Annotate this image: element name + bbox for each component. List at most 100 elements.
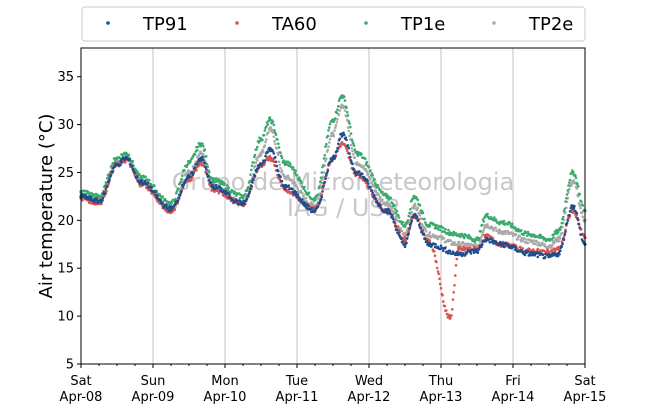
data-point bbox=[460, 244, 463, 247]
data-point bbox=[469, 252, 473, 255]
data-point bbox=[307, 191, 311, 194]
data-point bbox=[367, 165, 371, 169]
data-point bbox=[376, 183, 380, 187]
data-point bbox=[457, 252, 461, 256]
data-point bbox=[324, 159, 327, 163]
data-point bbox=[399, 226, 402, 230]
data-point bbox=[97, 199, 101, 203]
x-tick-day: Tue bbox=[285, 374, 308, 389]
data-point bbox=[564, 200, 567, 203]
data-point bbox=[196, 163, 199, 166]
data-point bbox=[577, 202, 581, 205]
data-point bbox=[100, 202, 103, 206]
data-point bbox=[352, 144, 356, 147]
data-point bbox=[276, 138, 279, 141]
data-point bbox=[326, 134, 330, 138]
x-tick-day: Sat bbox=[70, 374, 91, 389]
data-point bbox=[444, 228, 447, 231]
data-point bbox=[574, 173, 577, 177]
data-point bbox=[384, 204, 387, 207]
data-point bbox=[580, 211, 584, 215]
data-point bbox=[115, 156, 119, 160]
data-point bbox=[205, 172, 209, 176]
data-point bbox=[406, 237, 409, 240]
data-point bbox=[442, 226, 445, 230]
data-point bbox=[319, 180, 322, 183]
data-point bbox=[568, 213, 571, 217]
data-point bbox=[409, 221, 413, 225]
data-point bbox=[369, 185, 372, 189]
data-point bbox=[529, 233, 533, 237]
data-point bbox=[259, 151, 263, 155]
data-point bbox=[520, 229, 523, 232]
legend-marker-TP2e bbox=[492, 21, 496, 25]
data-point bbox=[192, 171, 195, 175]
data-point bbox=[581, 204, 585, 207]
data-point bbox=[576, 182, 579, 186]
data-point bbox=[403, 223, 407, 227]
data-point bbox=[559, 228, 562, 231]
data-point bbox=[562, 209, 566, 213]
data-point bbox=[248, 179, 252, 183]
data-point bbox=[400, 229, 404, 233]
data-point bbox=[347, 129, 351, 133]
data-point bbox=[266, 123, 270, 126]
data-point bbox=[334, 126, 337, 129]
data-point bbox=[362, 164, 366, 168]
data-point bbox=[156, 194, 159, 198]
data-point bbox=[385, 192, 388, 196]
data-point bbox=[293, 181, 297, 185]
data-point bbox=[161, 195, 165, 198]
data-point bbox=[562, 238, 566, 241]
data-point bbox=[580, 200, 583, 203]
data-point bbox=[121, 154, 125, 158]
data-point bbox=[561, 217, 564, 221]
data-point bbox=[412, 204, 416, 208]
data-point bbox=[400, 237, 403, 241]
data-point bbox=[572, 207, 576, 210]
data-point bbox=[391, 217, 395, 221]
data-point bbox=[340, 103, 344, 108]
data-point bbox=[317, 197, 321, 200]
data-point bbox=[419, 227, 423, 230]
data-point bbox=[313, 196, 317, 200]
data-point bbox=[467, 233, 471, 237]
data-point bbox=[559, 249, 562, 253]
data-point bbox=[101, 196, 105, 200]
data-point bbox=[541, 241, 544, 245]
data-point bbox=[131, 159, 135, 163]
data-point bbox=[205, 155, 208, 158]
data-point bbox=[463, 254, 467, 257]
data-point bbox=[533, 253, 537, 257]
data-point bbox=[396, 219, 399, 223]
data-point bbox=[567, 191, 570, 194]
data-point bbox=[209, 181, 213, 185]
data-point bbox=[136, 175, 139, 178]
data-point bbox=[208, 170, 211, 174]
data-point bbox=[218, 179, 222, 182]
data-point bbox=[211, 178, 215, 182]
data-point bbox=[272, 160, 276, 163]
data-point bbox=[395, 228, 399, 232]
data-point bbox=[538, 241, 541, 245]
data-point bbox=[175, 190, 179, 193]
data-point bbox=[407, 229, 411, 233]
data-point bbox=[362, 175, 366, 179]
data-point bbox=[161, 202, 165, 205]
data-point bbox=[338, 109, 342, 112]
data-point bbox=[455, 257, 459, 261]
data-point bbox=[103, 192, 107, 196]
data-point bbox=[453, 241, 456, 244]
data-point bbox=[322, 164, 325, 167]
data-point bbox=[394, 224, 397, 228]
data-point bbox=[263, 144, 267, 147]
data-point bbox=[323, 180, 327, 184]
data-point bbox=[412, 194, 416, 198]
data-point bbox=[480, 245, 483, 248]
data-point bbox=[401, 220, 405, 224]
data-point bbox=[250, 168, 253, 172]
data-point bbox=[547, 255, 551, 259]
data-point bbox=[369, 177, 372, 180]
data-point bbox=[447, 251, 450, 255]
data-point bbox=[442, 249, 445, 253]
